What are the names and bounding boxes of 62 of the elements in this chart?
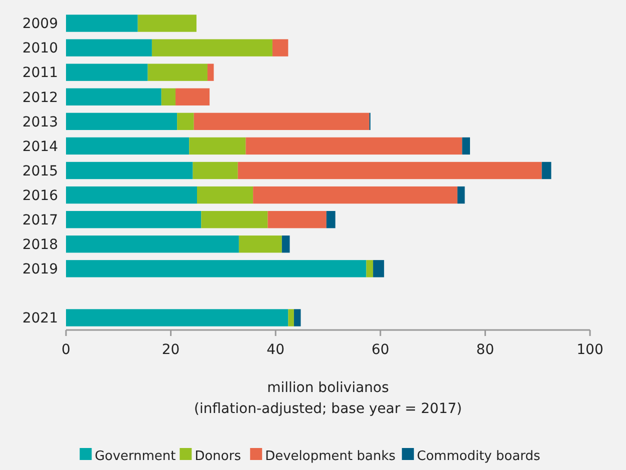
- bar: [288, 309, 294, 326]
- bar: [272, 39, 288, 56]
- y-tick-label: 2015: [22, 163, 58, 180]
- x-tick-label: 80: [476, 342, 494, 358]
- bar: [177, 112, 194, 130]
- bar: [253, 186, 458, 204]
- x-tick-label: 0: [62, 342, 70, 358]
- bar: [194, 112, 370, 130]
- bar: [192, 162, 238, 180]
- x-tick-label: 40: [266, 342, 285, 358]
- y-tick-label: 2014: [22, 138, 58, 155]
- legend-label: Donors: [194, 449, 242, 464]
- y-tick-label: 2012: [22, 90, 58, 106]
- bar: [238, 236, 282, 253]
- bar: [161, 88, 176, 106]
- bar: [282, 236, 290, 253]
- bar: [148, 64, 208, 81]
- bar: [66, 137, 190, 155]
- bar: [238, 162, 542, 180]
- bar: [246, 137, 462, 155]
- bar: [66, 260, 366, 278]
- bar: [138, 14, 196, 32]
- bar: [373, 260, 384, 278]
- bar: [66, 64, 148, 81]
- y-tick-label: 2013: [22, 114, 58, 130]
- bar: [207, 64, 214, 81]
- bar: [542, 162, 552, 180]
- bar: [462, 137, 470, 155]
- y-tick-label: 2017: [22, 212, 58, 228]
- bar: [176, 88, 210, 106]
- y-tick-label: 2009: [22, 16, 58, 32]
- y-tick-label: 2021: [22, 310, 58, 327]
- y-tick-label: 2016: [22, 188, 58, 204]
- x-tick-label: 20: [162, 342, 180, 358]
- x-tick-label: 60: [371, 342, 390, 358]
- bar: [294, 309, 301, 326]
- bar: [66, 112, 178, 130]
- y-tick-label: 2010: [22, 40, 58, 57]
- bar: [189, 137, 246, 155]
- legend-label: Commodity boards: [416, 449, 541, 464]
- y-tick-label: 2011: [22, 65, 58, 82]
- y-tick-label: 2018: [22, 237, 58, 254]
- x-axis-title: million bolivianos (inflation-adjusted; base year = 2017): [194, 380, 462, 417]
- bar: [66, 309, 288, 326]
- legend-label: Development banks: [265, 449, 396, 464]
- bar: [457, 186, 465, 204]
- bar: [66, 14, 138, 32]
- bar: [66, 236, 239, 253]
- y-tick-label: 2019: [22, 262, 58, 278]
- bar: [66, 88, 162, 106]
- bar: [268, 210, 326, 228]
- x-tick-label: 100: [576, 342, 604, 358]
- bar: [201, 210, 268, 228]
- bar: [66, 186, 197, 204]
- bar: [66, 162, 193, 180]
- bar: [197, 186, 254, 204]
- bar: [152, 39, 272, 56]
- bar: [366, 260, 374, 278]
- bar: [326, 210, 336, 228]
- bar: [66, 210, 202, 228]
- bar: [66, 39, 152, 56]
- legend-label: Government: [94, 449, 176, 464]
